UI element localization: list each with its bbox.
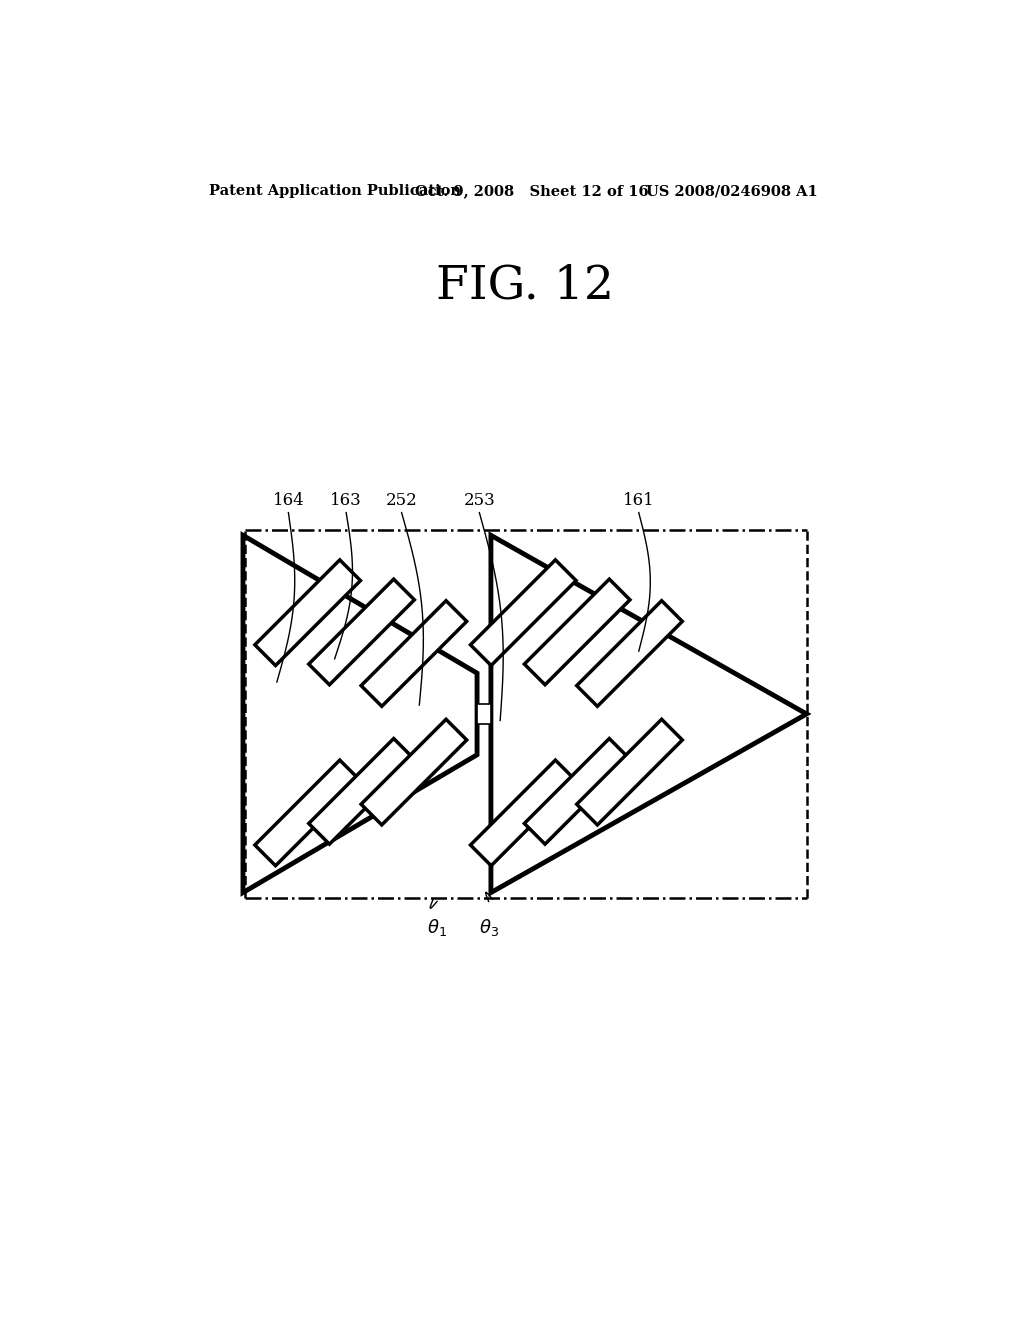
Text: $\theta_1$: $\theta_1$ (427, 917, 446, 937)
Polygon shape (361, 601, 467, 706)
Polygon shape (524, 738, 630, 845)
Polygon shape (577, 719, 682, 825)
Polygon shape (470, 560, 577, 665)
Polygon shape (243, 536, 477, 892)
Text: 164: 164 (272, 492, 304, 508)
Polygon shape (255, 760, 360, 866)
Text: 163: 163 (331, 492, 362, 508)
Polygon shape (524, 579, 630, 685)
Bar (245, 531, 807, 898)
Text: $\theta_3$: $\theta_3$ (478, 917, 499, 937)
Text: 252: 252 (386, 492, 418, 508)
Text: Patent Application Publication: Patent Application Publication (209, 185, 461, 198)
Polygon shape (309, 579, 415, 685)
Bar (477, 705, 490, 723)
Polygon shape (255, 560, 360, 665)
Polygon shape (309, 738, 415, 845)
Polygon shape (490, 536, 807, 892)
Text: US 2008/0246908 A1: US 2008/0246908 A1 (646, 185, 818, 198)
Polygon shape (361, 719, 467, 825)
Text: FIG. 12: FIG. 12 (436, 263, 613, 309)
Polygon shape (577, 601, 682, 706)
Text: 253: 253 (464, 492, 496, 508)
Text: 161: 161 (623, 492, 654, 508)
Polygon shape (470, 760, 577, 866)
Text: Oct. 9, 2008   Sheet 12 of 16: Oct. 9, 2008 Sheet 12 of 16 (416, 185, 649, 198)
